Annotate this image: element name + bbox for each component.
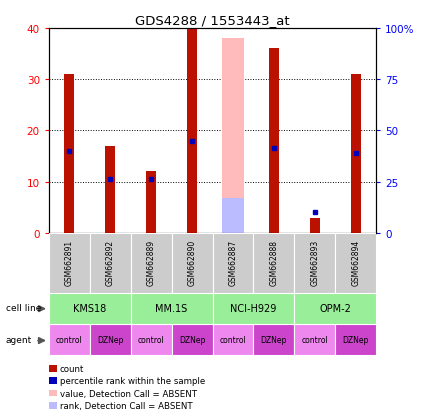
Bar <box>212 233 253 293</box>
Bar <box>294 324 335 355</box>
Bar <box>222 39 244 233</box>
Bar <box>90 233 131 293</box>
Bar <box>310 218 320 233</box>
Text: DZNep: DZNep <box>343 335 369 344</box>
Bar <box>253 233 294 293</box>
Text: rank, Detection Call = ABSENT: rank, Detection Call = ABSENT <box>60 401 192 410</box>
Bar <box>105 147 115 233</box>
Bar <box>49 324 90 355</box>
Bar <box>351 75 361 233</box>
Bar <box>212 324 253 355</box>
Text: control: control <box>138 335 164 344</box>
Text: GDS4288 / 1553443_at: GDS4288 / 1553443_at <box>135 14 290 27</box>
Text: cell line: cell line <box>6 303 41 312</box>
Text: KMS18: KMS18 <box>73 304 106 314</box>
Text: OPM-2: OPM-2 <box>319 304 351 314</box>
Text: control: control <box>56 335 83 344</box>
Bar <box>90 324 131 355</box>
Text: DZNep: DZNep <box>179 335 205 344</box>
Bar <box>269 50 279 233</box>
Bar <box>131 293 212 324</box>
Bar <box>172 233 212 293</box>
Text: count: count <box>60 364 84 373</box>
Text: value, Detection Call = ABSENT: value, Detection Call = ABSENT <box>60 389 196 398</box>
Bar <box>253 324 294 355</box>
Text: MM.1S: MM.1S <box>156 304 188 314</box>
Bar <box>294 233 335 293</box>
Text: GSM662894: GSM662894 <box>351 239 360 285</box>
Text: GSM662893: GSM662893 <box>310 239 319 285</box>
Bar <box>187 29 197 233</box>
Bar <box>131 324 172 355</box>
Text: NCI-H929: NCI-H929 <box>230 304 277 314</box>
Text: control: control <box>301 335 328 344</box>
Bar <box>222 199 244 233</box>
Text: DZNep: DZNep <box>97 335 123 344</box>
Text: agent: agent <box>6 335 32 344</box>
Bar <box>146 172 156 233</box>
Text: DZNep: DZNep <box>261 335 287 344</box>
Bar <box>49 293 131 324</box>
Text: GSM662892: GSM662892 <box>106 239 115 285</box>
Text: GSM662891: GSM662891 <box>65 239 74 285</box>
Text: GSM662889: GSM662889 <box>147 239 156 285</box>
Bar <box>131 233 172 293</box>
Bar <box>64 75 74 233</box>
Text: percentile rank within the sample: percentile rank within the sample <box>60 376 205 385</box>
Bar <box>335 233 376 293</box>
Bar <box>212 293 294 324</box>
Bar <box>335 324 376 355</box>
Bar <box>294 293 376 324</box>
Text: GSM662888: GSM662888 <box>269 239 278 285</box>
Bar <box>49 233 90 293</box>
Text: GSM662890: GSM662890 <box>187 239 196 285</box>
Bar <box>172 324 212 355</box>
Text: control: control <box>220 335 246 344</box>
Text: GSM662887: GSM662887 <box>229 239 238 285</box>
